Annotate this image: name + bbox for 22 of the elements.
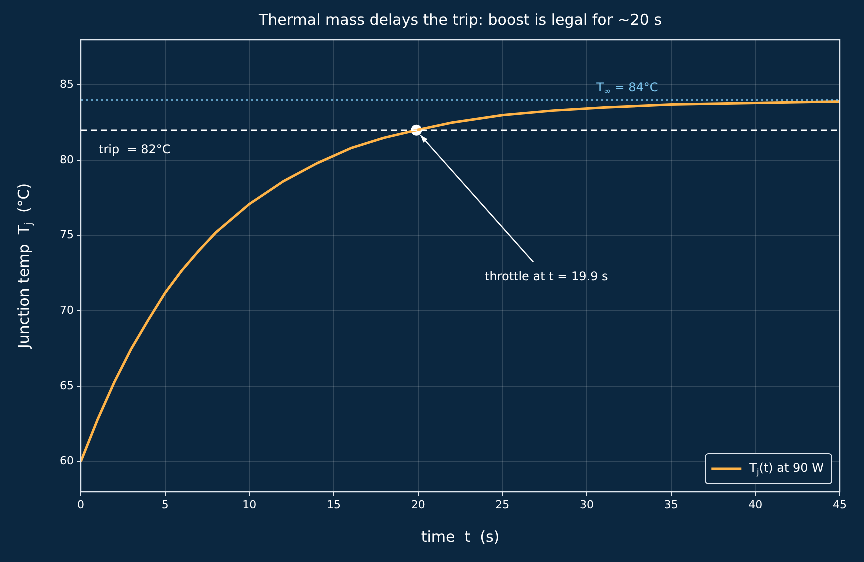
x-tick-label: 30 bbox=[580, 498, 594, 512]
y-tick-label: 85 bbox=[60, 78, 74, 92]
ref-line-label: T∞ = 84°C bbox=[596, 80, 658, 96]
x-tick-label: 20 bbox=[411, 498, 426, 512]
chart-title: Thermal mass delays the trip: boost is legal for ~20 s bbox=[258, 10, 662, 29]
x-tick-label: 5 bbox=[162, 498, 169, 512]
x-tick-label: 0 bbox=[78, 498, 84, 512]
y-tick-label: 60 bbox=[60, 454, 74, 468]
y-tick-label: 65 bbox=[60, 379, 74, 392]
x-tick-label: 40 bbox=[748, 498, 763, 512]
annotation: throttle at t = 19.9 s bbox=[484, 270, 608, 284]
x-axis-title: time t (s) bbox=[421, 528, 500, 546]
x-tick-label: 15 bbox=[327, 498, 341, 512]
x-tick-label: 35 bbox=[664, 498, 678, 512]
y-tick-label: 70 bbox=[60, 304, 74, 318]
x-tick-label: 10 bbox=[242, 498, 257, 512]
y-axis-title: Junction temp Tj (°C) bbox=[14, 183, 36, 350]
x-tick-label: 25 bbox=[496, 498, 510, 512]
y-tick-label: 75 bbox=[60, 228, 74, 242]
ref-line-label: trip = 82°C bbox=[99, 142, 171, 157]
y-tick-label: 80 bbox=[60, 153, 74, 166]
x-tick-label: 45 bbox=[833, 498, 847, 512]
